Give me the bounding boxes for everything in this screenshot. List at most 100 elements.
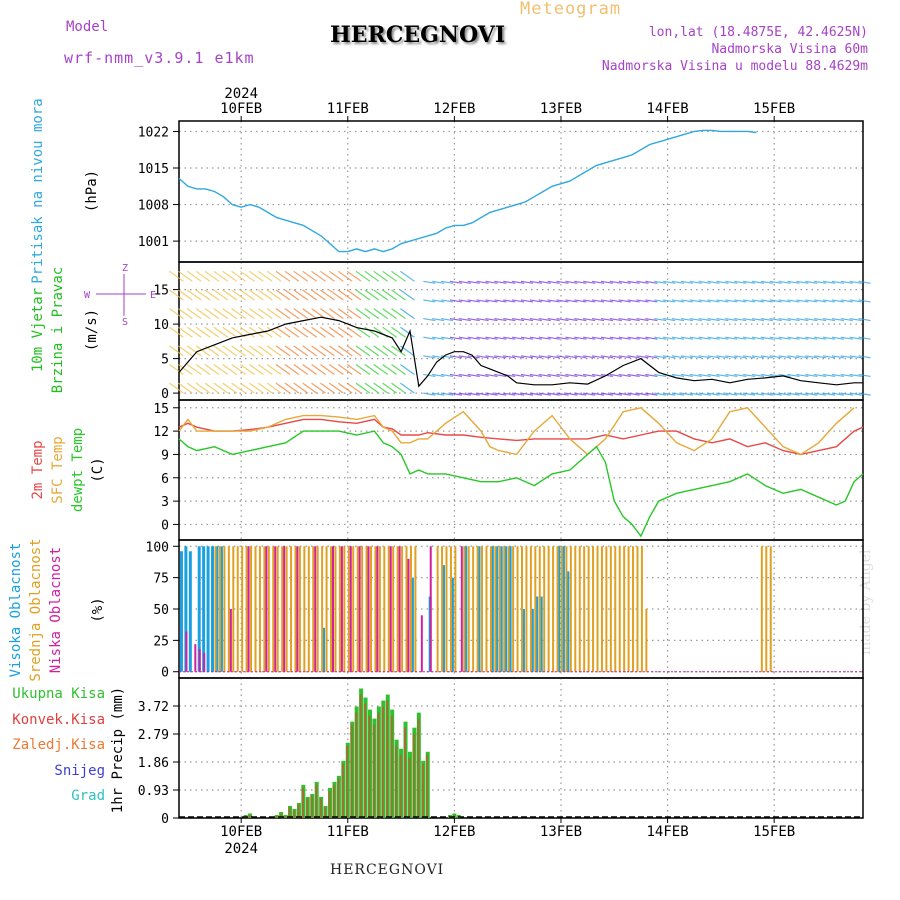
wind-barb (423, 299, 436, 303)
wind-barb (663, 280, 676, 284)
bottom-date-label: 11FEB (327, 824, 369, 840)
wind-barb (458, 317, 471, 322)
wind-barb (320, 382, 335, 394)
wind-barb (293, 308, 309, 320)
wind-barb (858, 373, 871, 378)
wind-barb (476, 355, 489, 359)
conv-precip-bar (292, 810, 295, 818)
wind-barb (485, 392, 498, 396)
wind-barb (355, 382, 371, 394)
wind-barb (186, 270, 202, 282)
wind-barb (458, 280, 471, 284)
compass-east: E (150, 290, 156, 301)
wind-barb (680, 280, 693, 284)
wind-barb (618, 299, 631, 303)
conv-precip-bar (372, 724, 375, 818)
wind-barb (734, 373, 747, 378)
wind-barb (169, 289, 184, 301)
wind-barb (355, 289, 371, 301)
wind-barb (671, 280, 685, 284)
wind-barb (618, 355, 631, 359)
wind-barb (328, 363, 344, 375)
wind-barb (538, 336, 551, 340)
wind-barb (538, 355, 551, 359)
wind-barb (373, 363, 389, 375)
wind-barb (204, 382, 220, 394)
wind-barb (591, 355, 605, 359)
wind-barb (257, 345, 273, 357)
wind-barb (275, 289, 291, 301)
model-label: Model (66, 19, 109, 35)
conv-precip-bar (412, 733, 415, 818)
wind-barb (547, 280, 560, 284)
bottom-date-label: 13FEB (540, 824, 582, 840)
wind-barb (556, 355, 569, 359)
wind-barb (222, 326, 238, 338)
wind-barb (328, 270, 344, 282)
wind-barb (204, 289, 220, 301)
wind-barb (512, 355, 525, 359)
wind-barb (583, 392, 596, 396)
wind-barb (734, 280, 747, 284)
wind-barb (240, 289, 255, 301)
wind-barb (645, 373, 658, 378)
wind-barb (645, 280, 658, 284)
wind-barb (600, 355, 614, 359)
wind-barb (831, 317, 845, 322)
wind-barb (400, 382, 415, 394)
wind-barb (680, 355, 693, 359)
wind-barb (547, 299, 560, 303)
wind-barb (742, 373, 756, 378)
wind-barb (391, 326, 406, 338)
compass-west: W (84, 290, 91, 301)
wind-barb (337, 363, 353, 375)
wind-barb (257, 289, 273, 301)
lonlat-label: lon,lat (18.4875E, 42.4625N) (648, 25, 868, 40)
wind-barb (742, 280, 756, 284)
wind-barb (449, 392, 463, 396)
wind-barb (337, 326, 353, 338)
wind-barb (311, 382, 326, 394)
wind-barb (503, 355, 516, 359)
wind-barb (302, 382, 318, 394)
wind-barb (618, 280, 631, 284)
wind-barb (663, 336, 676, 340)
wind-barb (346, 345, 362, 357)
wind-barb (636, 280, 649, 284)
wind-barb (680, 299, 693, 303)
wind-barb (423, 280, 436, 284)
wind-barb (831, 392, 845, 396)
conv-precip-bar (346, 745, 349, 818)
wind-barb (382, 308, 397, 320)
wind-barb (805, 299, 818, 303)
wind-barb (538, 373, 551, 378)
wind-barb (671, 336, 685, 340)
wind-barb (382, 270, 397, 282)
wind-barb (529, 280, 542, 284)
precip-legend-1: Konvek.Kisa (12, 712, 105, 728)
wind-barb (769, 355, 782, 359)
wind-barb (796, 373, 809, 378)
wind-barb (432, 336, 445, 340)
wind-barb (565, 317, 578, 322)
wind-barb (716, 299, 729, 303)
wind-barb (204, 363, 220, 375)
wind-barb (538, 317, 551, 322)
wind-barb (680, 336, 693, 340)
cloud-label-mid: Srednja Oblacnost (28, 538, 44, 681)
wind-barb (787, 336, 800, 340)
wind-barb (222, 345, 238, 357)
wind-barb (769, 336, 782, 340)
wind-barb (449, 336, 463, 340)
wind-barb (609, 355, 622, 359)
conv-precip-bar (399, 754, 402, 818)
wind-barb (240, 382, 255, 394)
precip-unit: 1hr Precip (mm) (110, 687, 126, 813)
wind-barb (320, 289, 335, 301)
wind-barb (734, 392, 747, 396)
wind-barb (222, 308, 238, 320)
wind-barb (814, 280, 827, 284)
panel-frame-precip (178, 677, 864, 819)
wind-barb (583, 373, 596, 378)
wind-barb (734, 317, 747, 322)
